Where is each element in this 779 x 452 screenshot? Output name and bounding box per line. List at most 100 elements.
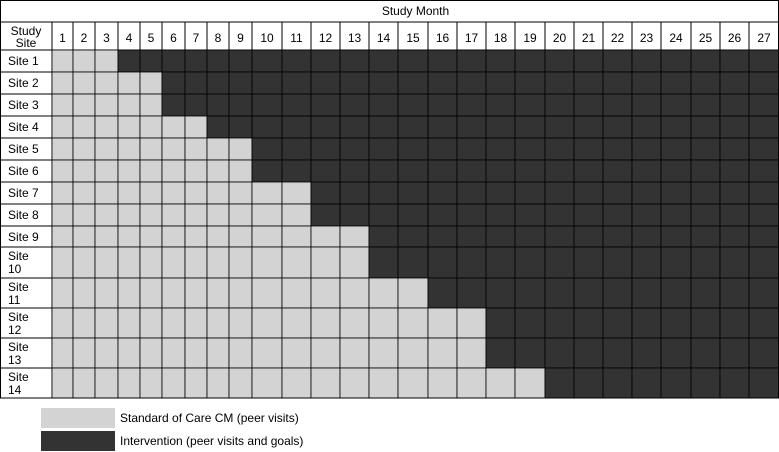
standard-care-cell bbox=[456, 307, 487, 339]
month-header-cell bbox=[631, 21, 662, 51]
intervention-cell bbox=[310, 159, 341, 183]
standard-care-cell bbox=[228, 181, 253, 205]
intervention-cell bbox=[573, 115, 604, 139]
standard-care-cell bbox=[51, 49, 74, 73]
site-label: Site bbox=[8, 310, 29, 324]
standard-care-cell bbox=[310, 337, 341, 369]
standard-care-cell bbox=[51, 115, 74, 139]
standard-care-cell bbox=[94, 277, 119, 309]
standard-care-cell bbox=[117, 307, 141, 339]
month-header-label: 14 bbox=[377, 31, 391, 45]
standard-care-cell bbox=[51, 203, 74, 227]
standard-care-cell bbox=[117, 159, 141, 183]
standard-care-cell bbox=[139, 181, 163, 205]
intervention-cell bbox=[427, 159, 458, 183]
intervention-cell bbox=[427, 71, 458, 95]
intervention-cell bbox=[573, 246, 604, 279]
intervention-cell bbox=[281, 71, 312, 95]
standard-care-cell bbox=[139, 71, 163, 95]
standard-care-cell bbox=[397, 337, 429, 369]
standard-care-cell bbox=[139, 93, 163, 117]
legend-standard-swatch bbox=[41, 408, 115, 428]
intervention-cell bbox=[631, 115, 662, 139]
standard-care-cell bbox=[117, 203, 141, 227]
intervention-cell bbox=[719, 181, 750, 205]
standard-care-cell bbox=[228, 137, 253, 161]
intervention-cell bbox=[514, 137, 546, 161]
intervention-cell bbox=[748, 93, 779, 117]
intervention-cell bbox=[690, 115, 721, 139]
legend-intervention: Intervention (peer visits and goals) bbox=[41, 431, 303, 451]
standard-care-cell bbox=[139, 115, 163, 139]
intervention-cell bbox=[573, 137, 604, 161]
intervention-cell bbox=[281, 115, 312, 139]
site-label: Site 9 bbox=[8, 230, 39, 244]
intervention-cell bbox=[397, 181, 429, 205]
intervention-cell bbox=[251, 159, 283, 183]
standard-care-cell bbox=[161, 225, 186, 248]
standard-care-cell bbox=[310, 367, 341, 399]
intervention-cell bbox=[485, 225, 516, 248]
standard-care-cell bbox=[117, 93, 141, 117]
intervention-cell bbox=[544, 246, 575, 279]
intervention-cell bbox=[427, 203, 458, 227]
standard-care-cell bbox=[339, 307, 370, 339]
intervention-cell bbox=[631, 367, 662, 399]
intervention-cell bbox=[690, 277, 721, 309]
month-header-label: 3 bbox=[103, 31, 110, 45]
intervention-cell bbox=[660, 246, 692, 279]
intervention-cell bbox=[719, 246, 750, 279]
standard-care-cell bbox=[310, 246, 341, 279]
month-header-label: 20 bbox=[553, 31, 567, 45]
intervention-cell bbox=[514, 93, 546, 117]
standard-care-cell bbox=[251, 181, 283, 205]
intervention-cell bbox=[660, 49, 692, 73]
intervention-cell bbox=[485, 49, 516, 73]
intervention-cell bbox=[251, 49, 283, 73]
intervention-cell bbox=[602, 71, 633, 95]
intervention-cell bbox=[573, 225, 604, 248]
standard-care-cell bbox=[184, 246, 208, 279]
standard-care-cell bbox=[206, 203, 230, 227]
intervention-cell bbox=[368, 246, 399, 279]
month-header-label: 18 bbox=[494, 31, 508, 45]
month-header-label: 13 bbox=[348, 31, 362, 45]
intervention-cell bbox=[602, 49, 633, 73]
standard-care-cell bbox=[72, 181, 96, 205]
month-header-label: 5 bbox=[148, 31, 155, 45]
month-header-label: 23 bbox=[640, 31, 654, 45]
intervention-cell bbox=[397, 159, 429, 183]
standard-care-cell bbox=[184, 367, 208, 399]
intervention-cell bbox=[719, 159, 750, 183]
standard-care-cell bbox=[117, 367, 141, 399]
intervention-cell bbox=[339, 159, 370, 183]
intervention-cell bbox=[544, 277, 575, 309]
standard-care-cell bbox=[456, 337, 487, 369]
standard-care-cell bbox=[51, 181, 74, 205]
intervention-cell bbox=[514, 71, 546, 95]
standard-care-cell bbox=[161, 337, 186, 369]
intervention-cell bbox=[660, 181, 692, 205]
intervention-cell bbox=[631, 277, 662, 309]
standard-care-cell bbox=[427, 367, 458, 399]
standard-care-cell bbox=[228, 225, 253, 248]
standard-care-cell bbox=[184, 203, 208, 227]
intervention-cell bbox=[368, 115, 399, 139]
month-header-label: 8 bbox=[215, 31, 222, 45]
month-header-cell bbox=[660, 21, 692, 51]
intervention-cell bbox=[456, 225, 487, 248]
site-label: Site 1 bbox=[8, 54, 39, 68]
standard-care-cell bbox=[514, 367, 546, 399]
intervention-cell bbox=[427, 49, 458, 73]
standard-care-cell bbox=[139, 246, 163, 279]
intervention-cell bbox=[251, 71, 283, 95]
intervention-cell bbox=[631, 181, 662, 205]
intervention-cell bbox=[719, 277, 750, 309]
standard-care-cell bbox=[51, 337, 74, 369]
standard-care-cell bbox=[228, 367, 253, 399]
intervention-cell bbox=[719, 337, 750, 369]
standard-care-cell bbox=[368, 307, 399, 339]
standard-care-cell bbox=[251, 225, 283, 248]
intervention-cell bbox=[228, 71, 253, 95]
standard-care-cell bbox=[161, 181, 186, 205]
